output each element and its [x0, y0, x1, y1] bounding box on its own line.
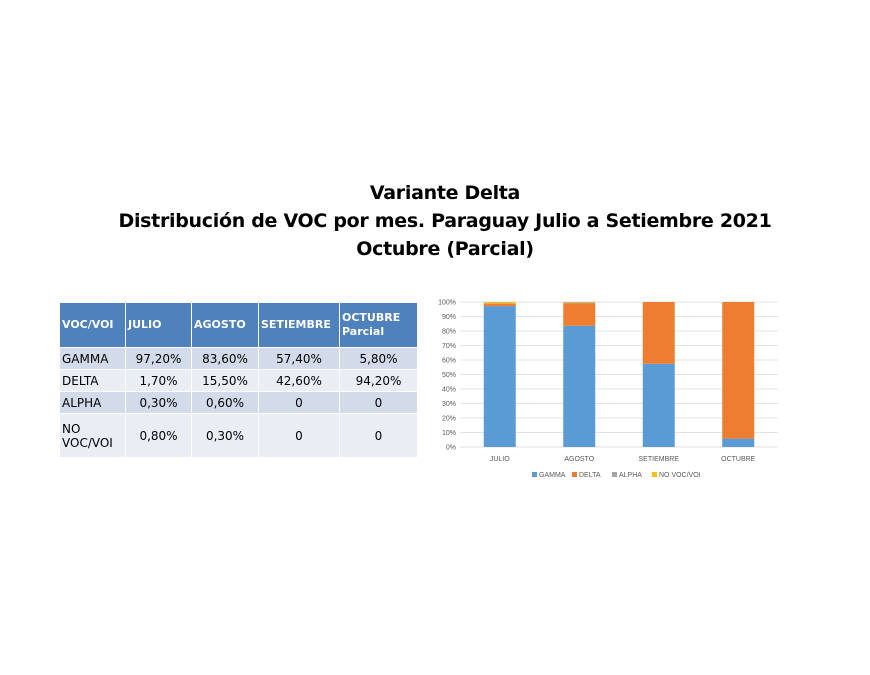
- voc-table: VOC/VOI JULIO AGOSTO SETIEMBRE OCTUBRE P…: [59, 302, 418, 458]
- x-tick-label: SETIEMBRE: [639, 456, 680, 463]
- bar-segment-gamma: [722, 438, 755, 447]
- y-tick-label: 70%: [442, 343, 456, 350]
- legend-swatch: [572, 472, 577, 477]
- cell-value: 1,70%: [125, 369, 192, 392]
- x-tick-label: AGOSTO: [564, 456, 594, 463]
- table-row-gamma: GAMMA 97,20% 83,60% 57,40% 5,80%: [59, 347, 418, 370]
- row-label: GAMMA: [59, 347, 126, 370]
- y-tick-label: 30%: [442, 401, 456, 408]
- cell-value: 0,30%: [191, 413, 259, 458]
- cell-value: 0: [339, 391, 418, 414]
- bar-segment-gamma: [642, 363, 675, 447]
- bar-segment-gamma: [483, 306, 516, 447]
- cell-value: 0,60%: [191, 391, 259, 414]
- cell-value: 42,60%: [258, 369, 340, 392]
- bar-segment-delta: [483, 303, 516, 307]
- cell-value: 0,80%: [125, 413, 192, 458]
- bar-segment-alpha: [563, 302, 596, 304]
- cell-value: 15,50%: [191, 369, 259, 392]
- legend-label: ALPHA: [619, 472, 642, 479]
- y-tick-label: 40%: [442, 387, 456, 394]
- row-label: NO VOC/VOI: [59, 413, 126, 458]
- bar-segment-no-voc-voi: [483, 302, 516, 304]
- legend-swatch: [532, 472, 537, 477]
- header-octubre: OCTUBRE Parcial: [339, 302, 418, 348]
- header-voc-voi: VOC/VOI: [59, 302, 126, 348]
- table-header-row: VOC/VOI JULIO AGOSTO SETIEMBRE OCTUBRE P…: [59, 302, 418, 348]
- y-tick-label: 60%: [442, 358, 456, 365]
- y-tick-label: 80%: [442, 329, 456, 336]
- table-row-no-voc-voi: NO VOC/VOI 0,80% 0,30% 0 0: [59, 413, 418, 458]
- y-tick-label: 0%: [446, 445, 456, 452]
- header-julio: JULIO: [125, 302, 192, 348]
- y-tick-label: 10%: [442, 430, 456, 437]
- cell-value: 5,80%: [339, 347, 418, 370]
- bar-segment-alpha: [483, 303, 516, 304]
- x-tick-label: OCTUBRE: [721, 456, 756, 463]
- title-line-1: Variante Delta: [369, 182, 521, 204]
- header-setiembre: SETIEMBRE: [258, 302, 340, 348]
- y-tick-label: 50%: [442, 372, 456, 379]
- legend-label: GAMMA: [539, 472, 566, 479]
- cell-value: 57,40%: [258, 347, 340, 370]
- legend-swatch: [612, 472, 617, 477]
- row-label: ALPHA: [59, 391, 126, 414]
- cell-value: 0: [258, 391, 340, 414]
- bar-segment-delta: [722, 302, 755, 439]
- y-tick-label: 20%: [442, 416, 456, 423]
- bar-segment-delta: [642, 302, 675, 364]
- cell-value: 83,60%: [191, 347, 259, 370]
- y-tick-label: 90%: [442, 314, 456, 321]
- chart-title: Variante Delta Distribución de VOC por m…: [0, 179, 870, 263]
- legend-label: NO VOC/VOI: [659, 472, 701, 479]
- bar-segment-delta: [563, 303, 596, 326]
- cell-value: 0,30%: [125, 391, 192, 414]
- cell-value: 0: [258, 413, 340, 458]
- row-label: DELTA: [59, 369, 126, 392]
- stacked-bar-chart: 0% 10% 20% 30% 40% 50% 60% 70% 80% 90% 100% JULIO AG…: [438, 300, 778, 479]
- bar-segment-no-voc-voi: [563, 302, 596, 303]
- legend-label: DELTA: [579, 472, 601, 479]
- legend-swatch: [652, 472, 657, 477]
- bar-segment-gamma: [563, 325, 596, 447]
- header-agosto: AGOSTO: [191, 302, 259, 348]
- table-row-alpha: ALPHA 0,30% 0,60% 0 0: [59, 391, 418, 414]
- title-line-2: Distribución de VOC por mes. Paraguay Ju…: [118, 210, 772, 232]
- cell-value: 0: [339, 413, 418, 458]
- x-tick-label: JULIO: [490, 456, 510, 463]
- y-tick-label: 100%: [438, 300, 456, 307]
- title-line-3: Octubre (Parcial): [356, 238, 534, 260]
- cell-value: 97,20%: [125, 347, 192, 370]
- table-row-delta: DELTA 1,70% 15,50% 42,60% 94,20%: [59, 369, 418, 392]
- cell-value: 94,20%: [339, 369, 418, 392]
